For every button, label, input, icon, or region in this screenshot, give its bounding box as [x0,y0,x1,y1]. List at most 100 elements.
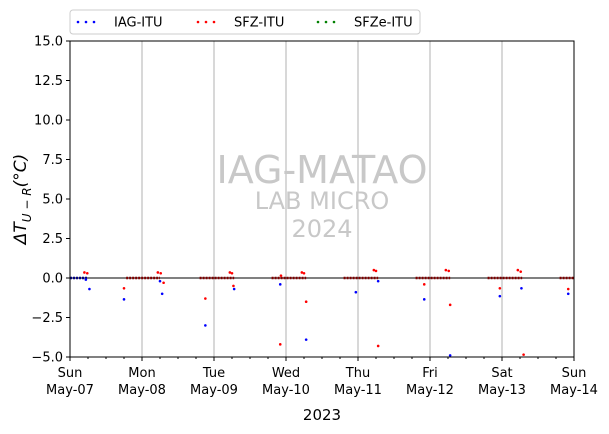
x-tick-label-day: Mon [128,366,155,381]
watermark: IAG-MATAO LAB MICRO 2024 [216,148,427,243]
x-tick-label-day: Sun [58,366,83,381]
data-point-sfz-itu [372,268,376,272]
y-tick-label: 5.0 [42,193,63,208]
x-tick-label-day: Sat [491,366,512,381]
data-point-iag-itu [122,298,126,301]
grid [141,41,503,357]
x-axis-title: 2023 [303,406,341,424]
data-point-sfz-itu [85,271,89,275]
y-tick-label: 10.0 [34,114,63,129]
data-point-iag-itu [422,298,426,301]
watermark-line-2: LAB MICRO [255,187,390,215]
data-point-sfz-itu [376,344,380,348]
legend-marker [84,20,88,24]
data-point-sfz-itu [447,269,451,273]
data-point-iag-itu [304,338,308,341]
data-point-sfz-itu [519,270,523,273]
data-point-sfz-itu [498,286,502,290]
y-axis-title-subscript: U − R [20,187,34,222]
data-point-sfz-itu [279,274,283,277]
y-tick-label: 15.0 [34,35,63,50]
data-point-sfz-itu [83,271,86,274]
x-tick-label-date: May-13 [478,383,526,398]
x-tick-label-date: May-14 [550,383,598,398]
legend-marker [76,20,80,24]
legend-item-sfze-itu: SFZe-ITU [316,16,413,31]
data-point-sfz-itu [156,271,160,274]
y-tick-label: −2.5 [31,311,63,326]
data-point-sfz-itu [448,303,452,307]
x-tick-label-date: May-07 [46,383,94,398]
data-point-sfz-itu [422,283,426,286]
legend-label: SFZe-ITU [354,16,413,31]
y-axis: −5.0 −2.5 0.0 2.5 5.0 7.5 10.0 12.5 15.0 [31,35,70,366]
plot-area [70,41,574,357]
y-tick-label: 2.5 [42,232,63,247]
x-tick-label-date: May-09 [190,383,238,398]
data-point-sfz-itu [302,271,306,275]
data-points [83,268,570,357]
y-tick-label: 7.5 [42,153,63,168]
legend-item-iag-itu: IAG-ITU [76,16,163,31]
data-point-sfz-itu [522,353,525,356]
x-tick-label-date: May-08 [118,383,166,398]
data-point-sfz-itu [162,281,165,285]
data-point-sfz-itu [300,271,304,274]
x-tick-label-day: Tue [202,366,225,381]
data-point-iag-itu [204,324,207,327]
legend-box [69,9,421,35]
x-tick-label-date: May-11 [334,383,382,398]
data-point-sfz-itu [444,268,448,272]
legend-marker [92,20,96,24]
data-point-sfz-itu [232,284,235,288]
data-point-iag-itu [354,290,358,294]
data-point-sfz-itu [516,268,520,272]
data-point-iag-itu [232,287,236,291]
y-axis-title-unit: (°C) [11,154,31,188]
data-point-sfz-itu [278,343,282,346]
watermark-line-3: 2024 [291,215,352,243]
y-tick-label: 0.0 [42,272,63,287]
x-tick-label-day: Sun [562,366,587,381]
data-point-iag-itu [520,286,523,290]
legend-marker [316,20,320,24]
data-point-sfz-itu [159,271,163,275]
data-point-iag-itu [160,292,164,296]
y-tick-label: −5.0 [31,351,63,366]
x-axis: Sun May-07 Mon May-08 Tue May-09 Wed May-10 Thu M… [46,357,598,398]
data-point-iag-itu [278,283,282,286]
data-point-sfz-itu [230,271,234,275]
data-point-iag-itu [84,278,88,281]
data-point-sfz-itu [566,287,570,291]
x-tick-label-date: May-12 [406,383,454,398]
data-point-iag-itu [158,279,162,283]
data-point-sfz-itu [122,286,126,290]
x-tick-label-day: Thu [345,366,370,381]
x-tick-label-day: Fri [422,366,438,381]
legend-marker [212,20,216,24]
y-tick-label: 12.5 [34,74,63,89]
data-point-sfz-itu [304,300,308,304]
data-point-iag-itu [376,279,380,283]
legend: IAG-ITU SFZ-ITU SFZe-ITU [69,9,421,35]
legend-label: SFZ-ITU [234,16,284,31]
legend-label: IAG-ITU [114,16,163,31]
y-axis-title-main: ΔT [11,221,31,247]
watermark-line-1: IAG-MATAO [216,148,427,192]
data-point-iag-itu [498,294,502,298]
legend-marker [332,20,336,24]
x-tick-label-date: May-10 [262,383,310,398]
data-point-iag-itu [88,287,91,291]
legend-marker [196,20,200,24]
data-point-sfz-itu [228,271,232,274]
legend-marker [204,20,208,24]
data-point-sfz-itu [374,269,378,273]
legend-items: IAG-ITU SFZ-ITU SFZe-ITU [76,16,413,31]
data-point-iag-itu [448,354,452,357]
legend-marker [324,20,328,24]
y-axis-title: ΔTU − R(°C) [11,154,34,246]
legend-item-sfz-itu: SFZ-ITU [196,16,284,31]
data-point-sfz-itu [204,297,207,300]
x-tick-label-day: Wed [272,366,300,381]
